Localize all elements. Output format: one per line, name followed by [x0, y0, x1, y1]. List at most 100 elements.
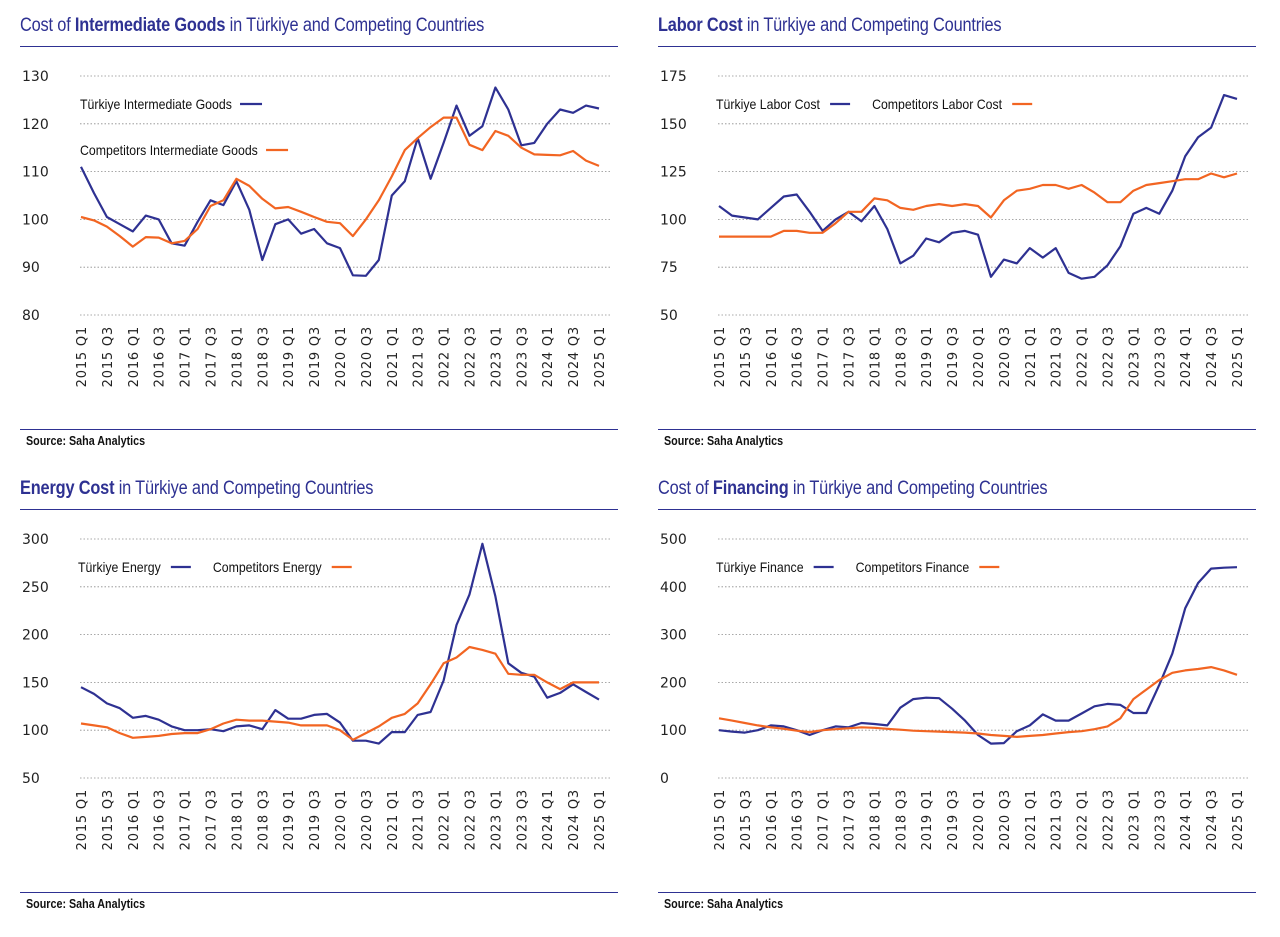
chart-title: Energy Cost in Türkiye and Competing Cou… [20, 478, 374, 499]
y-tick-label: 200 [22, 628, 49, 644]
legend-label: Competitors Energy [213, 559, 322, 575]
title-divider [20, 46, 618, 47]
series-line-turkiye [718, 93, 1238, 280]
x-tick-label: 2020 Q1 [334, 326, 349, 387]
y-tick-label: 110 [22, 165, 49, 181]
x-tick-label: 2024 Q1 [541, 789, 556, 850]
x-tick-label: 2015 Q1 [75, 326, 90, 387]
x-tick-label: 2020 Q1 [972, 789, 987, 850]
legend-label: Competitors Labor Cost [872, 96, 1002, 112]
x-tick-label: 2023 Q3 [515, 789, 530, 850]
y-tick-label: 80 [22, 308, 40, 324]
source-note: Source: Saha Analytics [26, 897, 146, 911]
x-tick-label: 2023 Q1 [489, 326, 504, 387]
x-tick-label: 2020 Q3 [998, 326, 1013, 387]
legend-label: Türkiye Labor Cost [716, 96, 820, 112]
x-tick-label: 2021 Q3 [1050, 789, 1065, 850]
x-tick-label: 2024 Q3 [567, 326, 582, 387]
series-line-turkiye [80, 86, 600, 277]
x-tick-label: 2016 Q3 [791, 326, 806, 387]
x-tick-label: 2021 Q1 [1024, 789, 1039, 850]
y-tick-label: 400 [660, 580, 687, 596]
x-tick-label: 2019 Q3 [946, 789, 961, 850]
x-tick-label: 2020 Q3 [998, 789, 1013, 850]
x-tick-label: 2016 Q1 [127, 789, 142, 850]
x-tick-label: 2021 Q3 [1050, 326, 1065, 387]
series-line-turkiye [718, 566, 1238, 745]
x-tick-label: 2021 Q1 [386, 326, 401, 387]
x-tick-label: 2017 Q3 [843, 789, 858, 850]
x-tick-label: 2019 Q1 [920, 789, 935, 850]
x-tick-label: 2017 Q1 [179, 789, 194, 850]
x-tick-label: 2022 Q3 [1102, 326, 1117, 387]
y-tick-label: 100 [660, 212, 687, 228]
x-tick-label: 2016 Q1 [127, 326, 142, 387]
x-tick-label: 2020 Q1 [972, 326, 987, 387]
x-tick-label: 2019 Q1 [282, 789, 297, 850]
x-tick-label: 2025 Q1 [1231, 326, 1246, 387]
x-tick-label: 2018 Q1 [230, 326, 245, 387]
x-tick-label: 2015 Q3 [739, 326, 754, 387]
chart-title: Labor Cost in Türkiye and Competing Coun… [658, 15, 1002, 36]
chart-title: Cost of Intermediate Goods in Türkiye an… [20, 15, 485, 36]
y-tick-label: 50 [22, 771, 40, 787]
y-tick-label: 50 [660, 308, 678, 324]
x-tick-label: 2015 Q3 [739, 789, 754, 850]
x-tick-label: 2017 Q3 [205, 789, 220, 850]
chart-panel-energy-cost: Energy Cost in Türkiye and Competing Cou… [20, 463, 618, 926]
x-tick-label: 2025 Q1 [593, 789, 608, 850]
x-tick-label: 2016 Q3 [153, 326, 168, 387]
x-tick-label: 2018 Q3 [256, 326, 271, 387]
x-tick-label: 2023 Q3 [1153, 326, 1168, 387]
y-tick-label: 300 [660, 628, 687, 644]
x-tick-label: 2021 Q1 [1024, 326, 1039, 387]
x-tick-label: 2023 Q3 [515, 326, 530, 387]
x-tick-label: 2016 Q3 [791, 789, 806, 850]
legend-label: Türkiye Finance [716, 559, 804, 575]
y-tick-label: 500 [660, 532, 687, 548]
x-tick-label: 2020 Q3 [360, 789, 375, 850]
source-divider [658, 429, 1256, 430]
x-tick-label: 2018 Q1 [868, 789, 883, 850]
legend-label: Competitors Intermediate Goods [80, 142, 258, 158]
x-tick-label: 2025 Q1 [1231, 789, 1246, 850]
y-tick-label: 175 [660, 69, 687, 85]
y-tick-label: 250 [22, 580, 49, 596]
y-tick-label: 125 [660, 165, 687, 181]
source-note: Source: Saha Analytics [26, 434, 146, 448]
series-line-competitors [80, 116, 600, 248]
x-tick-label: 2019 Q3 [946, 326, 961, 387]
source-note: Source: Saha Analytics [664, 897, 784, 911]
x-tick-label: 2019 Q1 [920, 326, 935, 387]
line-chart-labor-cost: 50 75 100 125 150 175 2015 Q1 2015 Q3 2016 Q1 201… [660, 69, 1250, 387]
legend-label: Türkiye Intermediate Goods [80, 96, 232, 112]
x-tick-label: 2019 Q3 [308, 789, 323, 850]
x-tick-label: 2023 Q1 [489, 789, 504, 850]
source-divider [20, 429, 618, 430]
y-tick-label: 300 [22, 532, 49, 548]
chart-panel-intermediate-goods: Cost of Intermediate Goods in Türkiye an… [20, 0, 618, 463]
x-tick-label: 2018 Q3 [894, 789, 909, 850]
title-divider [658, 46, 1256, 47]
y-tick-label: 200 [660, 675, 687, 691]
x-tick-label: 2024 Q1 [1179, 789, 1194, 850]
y-tick-label: 90 [22, 260, 40, 276]
y-tick-label: 100 [22, 723, 49, 739]
x-tick-label: 2015 Q1 [713, 326, 728, 387]
x-tick-label: 2022 Q3 [464, 789, 479, 850]
x-tick-label: 2023 Q1 [1127, 789, 1142, 850]
chart-panel-labor-cost: Labor Cost in Türkiye and Competing Coun… [658, 0, 1256, 463]
line-chart-energy-cost: 50 100 150 200 250 300 2015 Q1 2015 Q3 2016 Q1 20… [22, 532, 612, 850]
x-tick-label: 2017 Q3 [205, 326, 220, 387]
chart-panel-financing-cost: Cost of Financing in Türkiye and Competi… [658, 463, 1256, 926]
x-tick-label: 2024 Q3 [1205, 789, 1220, 850]
x-tick-label: 2021 Q3 [412, 326, 427, 387]
x-tick-label: 2017 Q1 [817, 326, 832, 387]
series-line-turkiye [80, 542, 600, 745]
x-tick-label: 2015 Q3 [101, 326, 116, 387]
y-tick-label: 150 [22, 675, 49, 691]
y-tick-label: 150 [660, 117, 687, 133]
x-tick-label: 2022 Q1 [438, 789, 453, 850]
legend-label: Competitors Finance [856, 559, 970, 575]
x-tick-label: 2018 Q1 [868, 326, 883, 387]
